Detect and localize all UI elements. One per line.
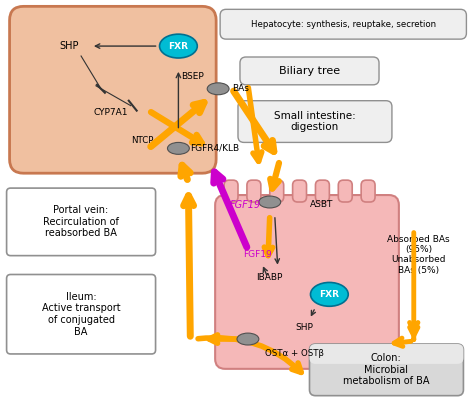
Ellipse shape xyxy=(259,196,281,208)
Text: SHP: SHP xyxy=(59,41,79,51)
Text: BSEP: BSEP xyxy=(181,72,204,81)
Text: NTCP: NTCP xyxy=(131,136,154,145)
Text: CYP7A1: CYP7A1 xyxy=(94,108,128,117)
FancyBboxPatch shape xyxy=(310,344,464,396)
FancyBboxPatch shape xyxy=(270,180,283,202)
Text: Colon:
Microbial
metabolism of BA: Colon: Microbial metabolism of BA xyxy=(343,353,429,387)
Text: FGFR4/KLB: FGFR4/KLB xyxy=(191,144,239,153)
FancyBboxPatch shape xyxy=(224,180,238,202)
FancyBboxPatch shape xyxy=(292,180,307,202)
Text: Absorbed BAs
(95%)
Unabsorbed
BAs (5%): Absorbed BAs (95%) Unabsorbed BAs (5%) xyxy=(387,235,450,275)
Text: Small intestine:
digestion: Small intestine: digestion xyxy=(273,111,356,133)
FancyBboxPatch shape xyxy=(215,195,399,369)
FancyArrowPatch shape xyxy=(198,338,301,372)
Ellipse shape xyxy=(310,282,348,306)
FancyBboxPatch shape xyxy=(7,188,155,256)
Text: BAs: BAs xyxy=(232,84,249,93)
FancyBboxPatch shape xyxy=(220,9,466,39)
FancyBboxPatch shape xyxy=(310,344,464,364)
Text: OSTα + OSTβ: OSTα + OSTβ xyxy=(265,349,324,358)
FancyBboxPatch shape xyxy=(338,180,352,202)
FancyBboxPatch shape xyxy=(316,180,329,202)
FancyBboxPatch shape xyxy=(361,180,375,202)
Ellipse shape xyxy=(207,83,229,95)
Text: IBABP: IBABP xyxy=(256,273,283,282)
Text: Portal vein:
Recirculation of
reabsorbed BA: Portal vein: Recirculation of reabsorbed… xyxy=(43,205,119,238)
Text: SHP: SHP xyxy=(296,323,313,332)
FancyBboxPatch shape xyxy=(247,180,261,202)
Ellipse shape xyxy=(160,34,197,58)
Text: FXR: FXR xyxy=(168,42,188,50)
Text: Ileum:
Active transport
of conjugated
BA: Ileum: Active transport of conjugated BA xyxy=(42,292,120,337)
Ellipse shape xyxy=(167,143,189,154)
Text: ASBT: ASBT xyxy=(310,200,333,210)
FancyBboxPatch shape xyxy=(238,101,392,143)
Ellipse shape xyxy=(237,333,259,345)
Text: Biliary tree: Biliary tree xyxy=(279,66,340,76)
Text: Hepatocyte: synthesis, reuptake, secretion: Hepatocyte: synthesis, reuptake, secreti… xyxy=(251,20,436,29)
Text: FXR: FXR xyxy=(319,290,339,299)
FancyBboxPatch shape xyxy=(9,6,216,173)
Text: FGF19: FGF19 xyxy=(244,250,272,259)
FancyBboxPatch shape xyxy=(7,274,155,354)
FancyBboxPatch shape xyxy=(240,57,379,85)
Text: FGF19: FGF19 xyxy=(230,200,261,210)
